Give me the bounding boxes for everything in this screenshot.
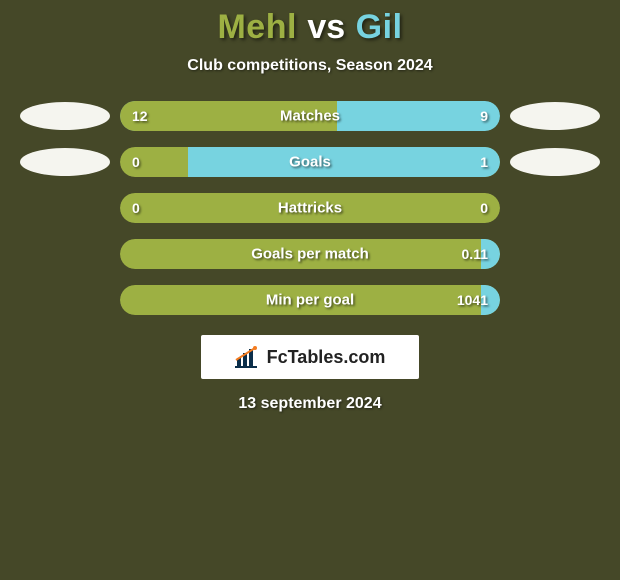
stat-bar: 129Matches [120,101,500,131]
title-vs: vs [307,8,345,46]
logo-box: FcTables.com [201,335,419,379]
stat-bar: 0.11Goals per match [120,239,500,269]
subtitle: Club competitions, Season 2024 [0,57,620,75]
bar-fill [481,285,500,315]
player1-bubble [20,102,110,130]
bar-base [120,239,500,269]
logo-text: FcTables.com [267,347,386,368]
stat-row: 01Goals [20,147,600,177]
stat-bar: 00Hattricks [120,193,500,223]
stat-row: 1041Min per goal [20,285,600,315]
stat-rows: 129Matches 01Goals 00Hattricks 0.11Goals pe… [0,101,620,315]
player2-bubble [510,148,600,176]
bar-fill [481,239,500,269]
bar-base [120,193,500,223]
title-player1: Mehl [217,8,296,46]
stat-bar: 1041Min per goal [120,285,500,315]
page-title: Mehl vs Gil [0,0,620,47]
stat-row: 0.11Goals per match [20,239,600,269]
stat-bar: 01Goals [120,147,500,177]
bar-chart-icon [235,346,261,368]
stat-row: 129Matches [20,101,600,131]
bar-fill [120,101,337,131]
bar-fill [188,147,500,177]
player2-bubble [510,102,600,130]
date-line: 13 september 2024 [0,395,620,413]
title-player2: Gil [356,8,403,46]
stat-row: 00Hattricks [20,193,600,223]
player1-bubble [20,148,110,176]
bar-base [120,285,500,315]
